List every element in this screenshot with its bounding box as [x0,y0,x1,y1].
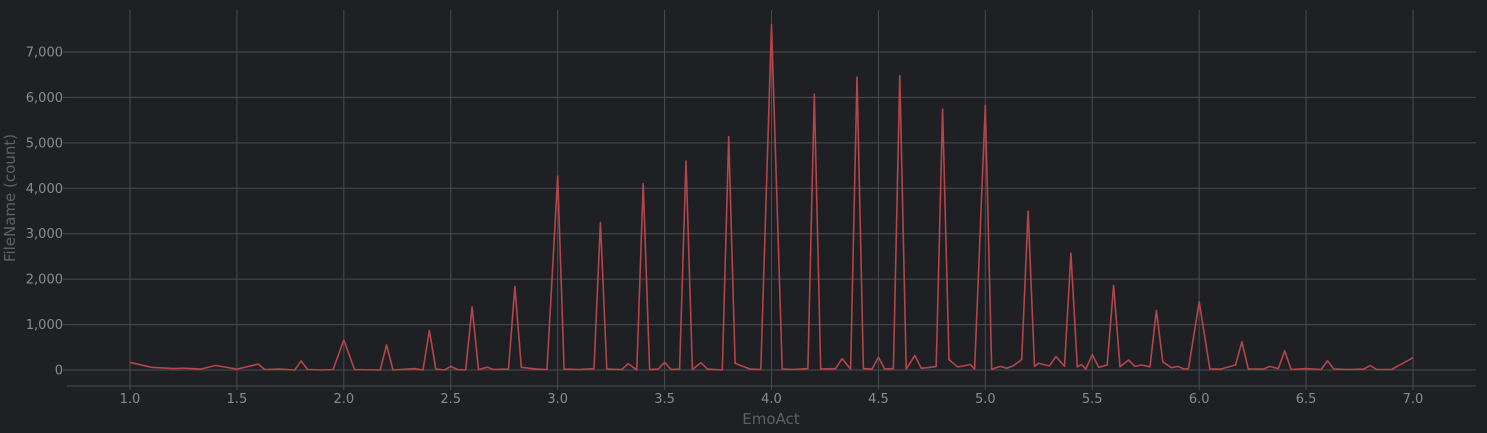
x-axis-label: EmoAct [742,410,800,428]
y-tick-label: 3,000 [26,227,63,242]
x-tick-label: 7.0 [1403,392,1424,407]
x-tick-label: 5.5 [1082,392,1103,407]
y-axis-label: FileName (count) [1,134,19,262]
x-tick-label: 6.0 [1189,392,1210,407]
y-axis-ticks: 0 1,000 2,000 3,000 4,000 5,000 6,000 7,000 [26,46,67,379]
y-tick-label: 6,000 [26,91,63,106]
y-tick-label: 2,000 [26,273,63,288]
x-tick-label: 5.0 [975,392,996,407]
x-tick-label: 4.0 [761,392,782,407]
x-tick-label: 1.0 [120,392,141,407]
x-tick-label: 3.5 [654,392,675,407]
x-tick-label: 6.5 [1296,392,1317,407]
x-tick-label: 2.5 [440,392,461,407]
series-layer [129,23,1414,371]
x-tick-label: 4.5 [868,392,889,407]
y-tick-label: 5,000 [26,136,63,151]
x-axis-ticks: 1.0 1.5 2.0 2.5 3.0 3.5 4.0 4.5 5.0 5.5 6.0 6.5 7.0 [120,386,1424,407]
x-tick-label: 1.5 [227,392,248,407]
y-tick-label: 1,000 [26,318,63,333]
x-tick-label: 2.0 [333,392,354,407]
y-tick-label: 7,000 [26,46,63,61]
x-tick-label: 3.0 [547,392,568,407]
y-tick-label: 4,000 [26,182,63,197]
series-line [129,23,1414,371]
y-tick-label: 0 [55,364,63,379]
